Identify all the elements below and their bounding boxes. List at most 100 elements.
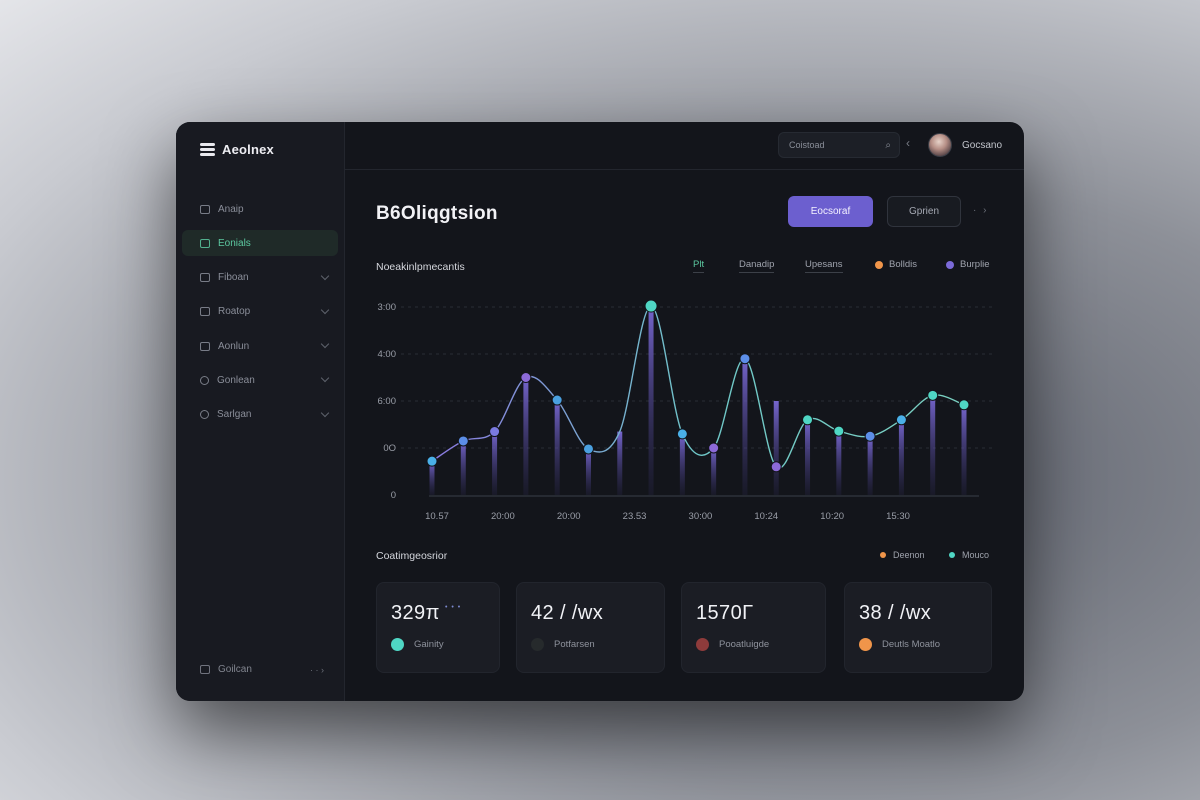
brand[interactable]: Aeolnex <box>200 142 274 157</box>
search-input[interactable] <box>789 140 869 150</box>
data-point <box>927 389 939 401</box>
x-tick-label: 10:24 <box>754 511 778 522</box>
stat-value: 329π <box>391 602 440 624</box>
clock-icon <box>200 375 209 385</box>
sidebar-item-0[interactable]: Anaip <box>182 196 338 222</box>
app-window: Aeolnex Anaip Eonials Fiboan Roatop <box>176 122 1024 701</box>
chevron-down-icon[interactable] <box>320 374 330 383</box>
legend-dot-icon <box>946 260 954 269</box>
bar <box>585 448 591 495</box>
legend-item-4[interactable]: Burplie <box>946 259 990 270</box>
legend-dot-icon <box>949 552 955 558</box>
bar <box>554 400 560 495</box>
sidebar-item-label: Aonlun <box>218 340 250 352</box>
status-dot-icon <box>696 638 709 651</box>
data-point <box>520 372 532 383</box>
primary-button[interactable]: Eocsoraf <box>788 196 873 227</box>
sidebar-item-3[interactable]: Roatop <box>182 299 338 325</box>
sidebar-item-6[interactable]: Sarlgan <box>182 402 338 428</box>
stat-label: Pooatluigde <box>719 639 770 650</box>
page-title: B6Oliqgtsion <box>376 203 498 224</box>
sidebar-item-label: Sarlgan <box>217 409 252 421</box>
data-point <box>489 426 501 438</box>
bar <box>961 404 967 495</box>
bar <box>836 431 842 495</box>
chart-icon <box>200 238 210 248</box>
data-point <box>958 399 970 411</box>
data-point <box>739 353 751 365</box>
search-box[interactable]: ⌕ <box>778 132 900 158</box>
stat-label: Deutls Moatlo <box>882 639 941 650</box>
line-chart[interactable]: 0 0O 6:00 4:00 3:00 10.57 20:00 20:00 23.53 30:00… <box>345 287 1024 537</box>
sidebar-item-label: Roatop <box>218 306 251 318</box>
section-legend-item-1[interactable]: Mouco <box>949 550 989 560</box>
grid-icon <box>200 204 210 214</box>
data-point <box>864 430 876 442</box>
legend-label: Plt <box>693 259 705 273</box>
chevron-down-icon[interactable] <box>320 271 330 280</box>
stat-card-1[interactable]: 42 / /wx Potfarsen <box>516 582 665 673</box>
chevron-left-icon[interactable]: ‹ <box>906 136 910 150</box>
y-tick-label: 3:00 <box>378 302 397 313</box>
status-dot-icon <box>531 638 544 651</box>
bar <box>805 419 811 495</box>
legend-item-0[interactable]: Plt <box>693 259 705 273</box>
chevron-down-icon[interactable] <box>320 339 330 349</box>
stat-card-0[interactable]: 329π • • • Gainity <box>376 582 500 673</box>
x-tick-label: 23.53 <box>623 511 647 522</box>
chevron-down-icon[interactable] <box>320 305 330 315</box>
legend-label: Danadip <box>739 259 775 273</box>
bar <box>617 431 623 495</box>
avatar[interactable] <box>928 133 952 157</box>
data-point <box>582 443 594 455</box>
user-name[interactable]: Gocsano <box>962 140 1003 151</box>
stat-label: Potfarsen <box>554 639 595 650</box>
legend-label: Bolldis <box>889 259 917 270</box>
section-title: Coatimgeosrior <box>376 550 448 562</box>
sidebar-item-1[interactable]: Eonials <box>182 230 338 257</box>
legend-item-1[interactable]: Danadip <box>739 259 775 273</box>
chevron-right-icon[interactable]: · › <box>973 205 989 216</box>
chevron-right-icon[interactable]: · · › <box>310 664 324 675</box>
settings-icon <box>200 410 209 420</box>
stat-card-2[interactable]: 1570Г Pooatluigde <box>681 582 826 673</box>
chevron-down-icon[interactable] <box>320 408 330 418</box>
app-name: Aeolnex <box>222 142 274 157</box>
data-point <box>833 425 845 437</box>
data-point <box>644 299 658 313</box>
legend-label: Upesans <box>805 259 843 273</box>
legend-item-3[interactable]: Bolldis <box>875 259 917 270</box>
stat-value: 1570Г <box>696 602 754 624</box>
legend-label: Burplie <box>960 259 990 270</box>
secondary-button[interactable]: Gprien <box>887 196 961 227</box>
status-dot-icon <box>859 638 872 651</box>
bar <box>429 461 435 495</box>
logo-icon <box>200 142 215 157</box>
y-tick-label: 0O <box>383 443 396 454</box>
sidebar-item-label: Gonlean <box>217 374 255 386</box>
x-tick-label: 15:30 <box>886 511 910 522</box>
data-point <box>457 435 469 447</box>
series-line <box>431 305 965 469</box>
sidebar-footer-item[interactable]: Goilcan · · › <box>200 664 324 675</box>
top-bar: ⌕ ‹ Gocsano <box>345 122 1024 170</box>
legend-label: Deenon <box>893 550 925 560</box>
bar <box>930 395 936 495</box>
y-tick-label: 0 <box>391 490 396 501</box>
sidebar-footer-label: Goilcan <box>218 664 252 675</box>
y-tick-label: 6:00 <box>378 396 397 407</box>
legend-item-2[interactable]: Upesans <box>805 259 843 273</box>
sidebar-item-2[interactable]: Fiboan <box>182 265 338 291</box>
x-tick-label: 10:20 <box>820 511 844 522</box>
bar <box>460 440 466 495</box>
chart-heading: Noeakinlpmecantis <box>376 261 465 273</box>
search-icon[interactable]: ⌕ <box>885 139 891 151</box>
x-tick-label: 30:00 <box>689 511 713 522</box>
sidebar-item-5[interactable]: Gonlean <box>182 367 338 393</box>
data-point <box>426 455 438 467</box>
sidebar-item-4[interactable]: Aonlun <box>182 333 338 359</box>
x-tick-label: 20:00 <box>491 511 515 522</box>
stat-card-3[interactable]: 38 / /wx Deutls Moatlo <box>844 582 992 673</box>
bar <box>711 448 717 495</box>
section-legend-item-0[interactable]: Deenon <box>880 550 925 560</box>
